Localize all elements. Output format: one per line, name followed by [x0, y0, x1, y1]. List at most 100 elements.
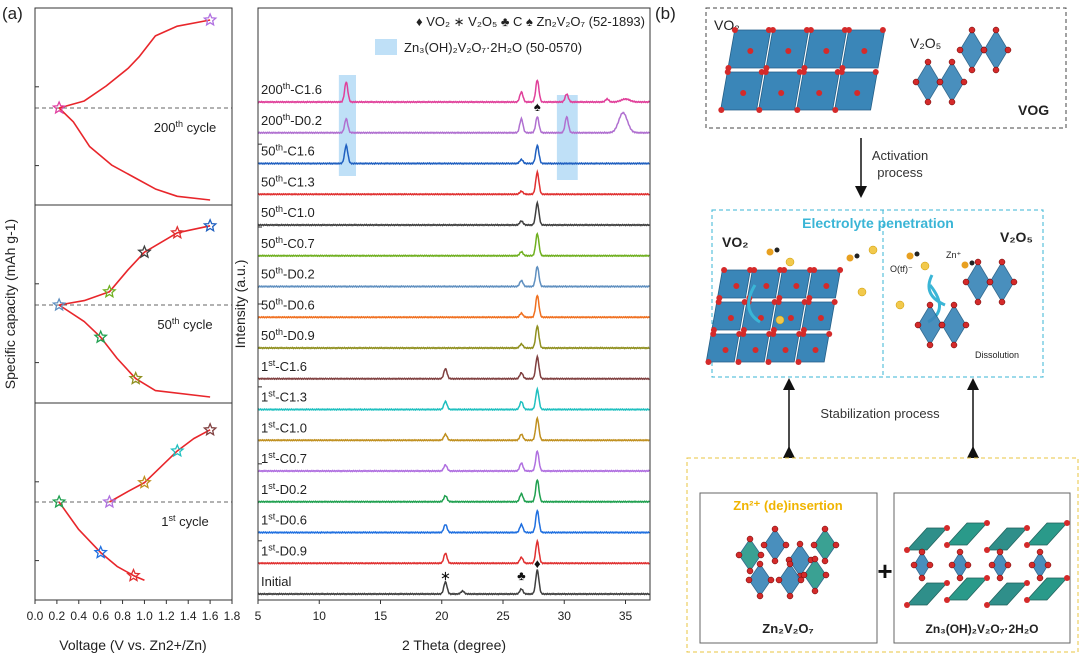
- xrd-trace: [257, 169, 650, 196]
- oxygen-atom: [984, 602, 990, 608]
- oxygen-atom: [785, 48, 792, 54]
- oxygen-atom: [879, 27, 886, 33]
- charge-curve: [58, 225, 211, 306]
- oxygen-atom: [811, 267, 818, 273]
- oxygen-atom: [948, 98, 956, 106]
- oxygen-atom: [962, 278, 970, 286]
- xrd-trace: [257, 265, 650, 289]
- oxygen-atom: [992, 26, 1000, 34]
- triflate-anion: [846, 254, 854, 262]
- trace-label: Initial: [261, 574, 291, 589]
- oxygen-atom: [988, 561, 996, 569]
- xrd-trace: [257, 111, 650, 135]
- product-structure-illustrations: [735, 520, 1070, 608]
- oxygen-atom: [810, 541, 818, 549]
- polyhedron: [716, 269, 751, 299]
- zn-ion: [785, 257, 795, 267]
- oxygen-atom: [964, 561, 972, 569]
- oxygen-atom: [800, 571, 808, 579]
- trace-label: 1st-D0.6: [261, 512, 307, 528]
- electrolyte-penetration-illustration: [705, 245, 1018, 365]
- oxygen-atom: [757, 315, 764, 321]
- polyhedron: [763, 528, 787, 562]
- oxygen-atom: [746, 567, 754, 575]
- polyhedron: [776, 269, 811, 299]
- oxygen-atom: [837, 267, 844, 273]
- state-star-marker: [93, 329, 109, 344]
- zn-ion: [775, 315, 785, 325]
- polyhedron: [915, 61, 941, 103]
- polyhedron: [806, 269, 841, 299]
- state-star-marker: [202, 218, 218, 233]
- oxygen-atom: [872, 69, 879, 75]
- xrd-trace: [257, 538, 650, 565]
- oxygen-atom: [998, 258, 1006, 266]
- discharge-curve: [58, 304, 211, 398]
- stabilization-label: Stabilization process: [820, 406, 940, 421]
- oxygen-atom: [715, 299, 722, 305]
- oxygen-atom: [984, 520, 990, 526]
- polyhedron: [771, 301, 806, 331]
- oxygen-atom: [950, 301, 958, 309]
- polyhedron: [801, 301, 836, 331]
- xrd-trace: [257, 449, 650, 473]
- state-star-marker: [51, 100, 67, 115]
- oxygen-atom: [807, 27, 814, 33]
- legend-shade-swatch: [375, 39, 397, 55]
- discharge-curve: [58, 107, 211, 201]
- oxygen-atom: [960, 78, 968, 86]
- xrd-trace: [257, 231, 650, 258]
- x-tick-label: 15: [374, 609, 388, 623]
- trace-label: 50th-C1.3: [261, 173, 315, 189]
- oxygen-atom: [771, 525, 779, 533]
- oxygen-atom: [950, 341, 958, 349]
- mechanism-schematic: VO₂ V₂O₅ VOG Activation process Electroly…: [686, 7, 1079, 653]
- zn-ion-label: Zn⁺: [946, 250, 962, 260]
- state-star-marker: [126, 567, 141, 582]
- trace-label: 50th-C0.7: [261, 235, 315, 251]
- triflate-anion: [961, 261, 969, 269]
- oxygen-atom: [918, 548, 926, 556]
- oxygen-atom: [705, 359, 712, 365]
- legend-markers: ♦ VO₂ ∗ V₂O₅ ♣ C ♠ Zn₂V₂O₇ (52-1893): [416, 14, 645, 29]
- phase-marker: ♦: [534, 556, 541, 571]
- oxygen-atom: [823, 48, 830, 54]
- xrd-trace: [257, 386, 650, 412]
- trace-label: 1st-C1.3: [261, 389, 307, 405]
- oxygen-atom: [812, 347, 819, 353]
- y-axis-label: Intensity (a.u.): [232, 260, 248, 349]
- oxygen-atom: [1024, 542, 1030, 548]
- x-tick-label: 1.6: [202, 609, 219, 623]
- curved-arrow: [747, 284, 761, 324]
- oxygen-atom: [944, 542, 950, 548]
- curved-arrow: [927, 274, 946, 307]
- oxygen-atom: [740, 90, 747, 96]
- xrd-trace: [257, 478, 650, 504]
- polyhedron: [1026, 577, 1068, 601]
- x-tick-label: 0.4: [70, 609, 87, 623]
- oxygen-atom: [757, 551, 765, 559]
- oxygen-atom: [735, 359, 742, 365]
- oxygen-atom: [1010, 278, 1018, 286]
- charge-curve: [58, 19, 211, 109]
- oxygen-atom: [710, 331, 717, 337]
- oxygen-atom: [823, 283, 830, 289]
- oxygen-atom: [910, 561, 918, 569]
- state-star-marker: [102, 284, 117, 299]
- oxygen-atom: [845, 27, 852, 33]
- y-axis-label: Specific capacity (mAh g-1): [2, 219, 18, 389]
- x-tick-label: 0.8: [114, 609, 131, 623]
- zn2v2o7-label: Zn₂V₂O₇: [762, 621, 813, 636]
- trace-label: 1st-C0.7: [261, 450, 307, 466]
- oxygen-atom: [793, 283, 800, 289]
- oxygen-atom: [769, 27, 776, 33]
- oxygen-atom: [832, 107, 839, 113]
- zn-ion: [895, 300, 905, 310]
- polyhedron: [986, 527, 1028, 551]
- zn2v2o7-box: [699, 492, 878, 644]
- trace-label: 1st-D0.9: [261, 542, 307, 558]
- polyhedron: [939, 61, 965, 103]
- oxygen-atom: [1024, 597, 1030, 603]
- oxygen-atom: [821, 525, 829, 533]
